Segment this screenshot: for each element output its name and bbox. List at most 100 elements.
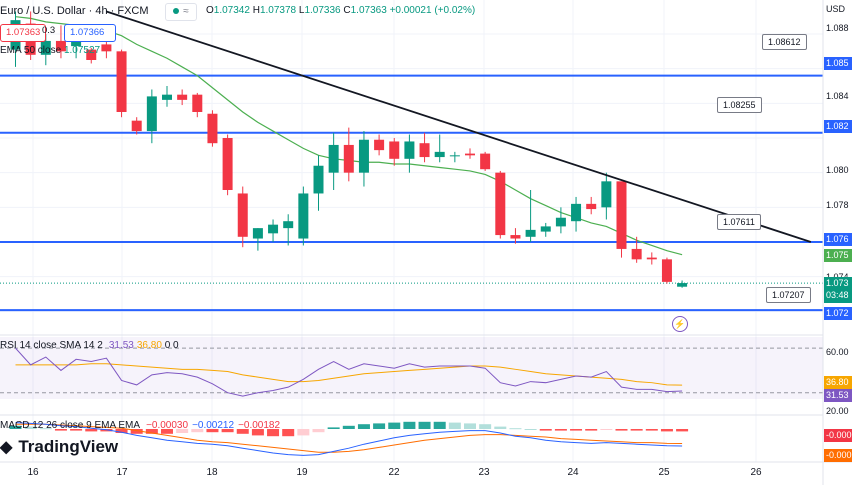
macd-hist-bar-30 [464, 423, 476, 429]
candle-body-14 [222, 138, 233, 190]
macd-hist-bar-21 [327, 427, 340, 429]
macd-hist-bar-32 [494, 426, 507, 429]
ema-legend[interactable]: EMA 50 close 1.07527 [0, 44, 100, 58]
close-value: 1.07363 [350, 5, 387, 16]
candle-body-12 [192, 94, 203, 112]
candle-body-31 [480, 153, 491, 170]
rsi-price-label: 31.53 [824, 389, 852, 402]
ema-legend-label: EMA 50 close [0, 45, 62, 56]
time-tick-26: 26 [750, 467, 762, 478]
ema-price-label: 1.075 [824, 249, 852, 262]
tradingview-logo[interactable]: ◆ TradingView [0, 437, 118, 457]
price-tick-1084: 1.084 [826, 91, 849, 101]
tradingview-logo-text: TradingView [18, 437, 119, 456]
macd-hist-bar-19 [297, 429, 310, 436]
macd-hist-bar-12 [191, 429, 204, 433]
candle-body-18 [283, 221, 294, 229]
candle-body-41 [631, 248, 642, 260]
candle-body-26 [404, 141, 415, 159]
rsi-tick-60: 60.00 [826, 347, 849, 357]
flash-icon[interactable]: ⚡ [672, 316, 688, 332]
candle-body-16 [252, 228, 263, 239]
macd-hist-bar-20 [312, 429, 325, 433]
candle-body-20 [313, 165, 324, 194]
candle-body-7 [116, 51, 127, 112]
macd-legend[interactable]: MACD 12 26 close 9 EMA EMA −0.00030 −0.002… [0, 419, 280, 433]
macd-hist-bar-38 [585, 429, 598, 431]
macd-hist-bar-16 [251, 429, 264, 436]
buy-button[interactable]: 1.07366 [64, 24, 116, 42]
level-callout-2[interactable]: 1.08255 [717, 97, 762, 113]
candle-body-15 [237, 193, 248, 237]
macd-hist-bar-42 [645, 429, 658, 431]
rsi-sma-line [15, 363, 683, 386]
macd-hist-bar-7 [115, 429, 128, 433]
candle-body-5 [86, 49, 97, 60]
trendline[interactable] [106, 10, 812, 243]
time-tick-18: 18 [206, 467, 218, 478]
candle-body-40 [616, 181, 627, 249]
macd-hist-bar-0 [9, 425, 22, 429]
candle-body-10 [162, 94, 172, 100]
candle-body-32 [495, 172, 506, 236]
sell-button[interactable]: 1.07363 [0, 24, 46, 42]
rsi-sma-legend-value: 36.80 [136, 340, 162, 351]
macd-hist-bar-3 [54, 429, 67, 431]
rsi-band [0, 337, 823, 399]
macd-hist-bar-13 [206, 429, 219, 433]
macd-hist-bar-10 [161, 429, 173, 434]
rsi-legend-label: RSI 14 close SMA 14 2 [0, 340, 103, 351]
macd-legend-label: MACD 12 26 close 9 EMA EMA [0, 420, 141, 431]
candle-body-34 [525, 229, 536, 237]
macd-hist-bar-8 [130, 429, 143, 434]
macd-hist-bar-44 [676, 429, 689, 432]
level-callout-4[interactable]: 1.07207 [766, 287, 811, 303]
macd-hist-bar-2 [39, 428, 52, 430]
last-price-value: 1.073 [826, 278, 849, 288]
change-value: +0.00021 (+0.02%) [389, 5, 476, 16]
time-tick-25: 25 [658, 467, 670, 478]
macd-hist-bar-34 [524, 429, 537, 430]
macd-hist-bar-40 [615, 429, 628, 431]
level-callout-3[interactable]: 1.07611 [717, 214, 761, 230]
candle-body-43 [661, 259, 672, 282]
visibility-toggle[interactable]: ≈ [165, 3, 197, 21]
macd-hist-bar-39 [600, 429, 613, 430]
time-tick-22: 22 [388, 467, 400, 478]
macd-hist-bar-37 [570, 429, 583, 431]
candle-body-17 [268, 224, 279, 234]
macd-hist-bar-33 [509, 428, 522, 430]
macd-hist-bar-31 [479, 424, 492, 429]
candle-body-25 [389, 141, 400, 159]
horizontal-levels[interactable] [0, 74, 823, 394]
macd-hist-bar-41 [630, 429, 643, 431]
candle-body-23 [358, 139, 369, 173]
open-value: 1.07342 [213, 5, 250, 16]
rsi-legend[interactable]: RSI 14 close SMA 14 2 31.53 36.80 0 0 [0, 339, 179, 353]
macd-hist-bar-15 [236, 429, 249, 434]
price-tick-1088: 1.088 [826, 23, 849, 33]
rsi-line [15, 347, 683, 397]
eye-icon: ≈ [183, 6, 189, 17]
low-value: 1.07336 [304, 5, 341, 16]
level-callout-1[interactable]: 1.08612 [762, 34, 807, 50]
spread-value: 0.3 [42, 25, 56, 36]
tradingview-logo-icon: ◆ [0, 439, 13, 456]
candle-body-36 [555, 217, 566, 227]
macd-hist-bar-29 [448, 422, 461, 429]
price-tick-1080: 1.080 [826, 165, 849, 175]
rsi-sma-price-label: 36.80 [824, 376, 852, 389]
candle-body-33 [510, 235, 521, 239]
currency-label[interactable]: USD [826, 4, 846, 14]
macd-hist-bar-43 [660, 429, 673, 432]
level-price-1082: 1.082 [824, 120, 852, 133]
macd-signal-value: −0.00182 [238, 420, 281, 431]
high-label: H [252, 5, 260, 16]
candle-body-19 [298, 193, 309, 239]
time-tick-24: 24 [567, 467, 579, 478]
rsi-lines [15, 347, 683, 397]
symbol-title[interactable]: Euro / U.S. Dollar · 4h · FXCM [0, 5, 149, 17]
candle-body-29 [449, 155, 460, 157]
macd-hist-bar-22 [342, 425, 355, 429]
